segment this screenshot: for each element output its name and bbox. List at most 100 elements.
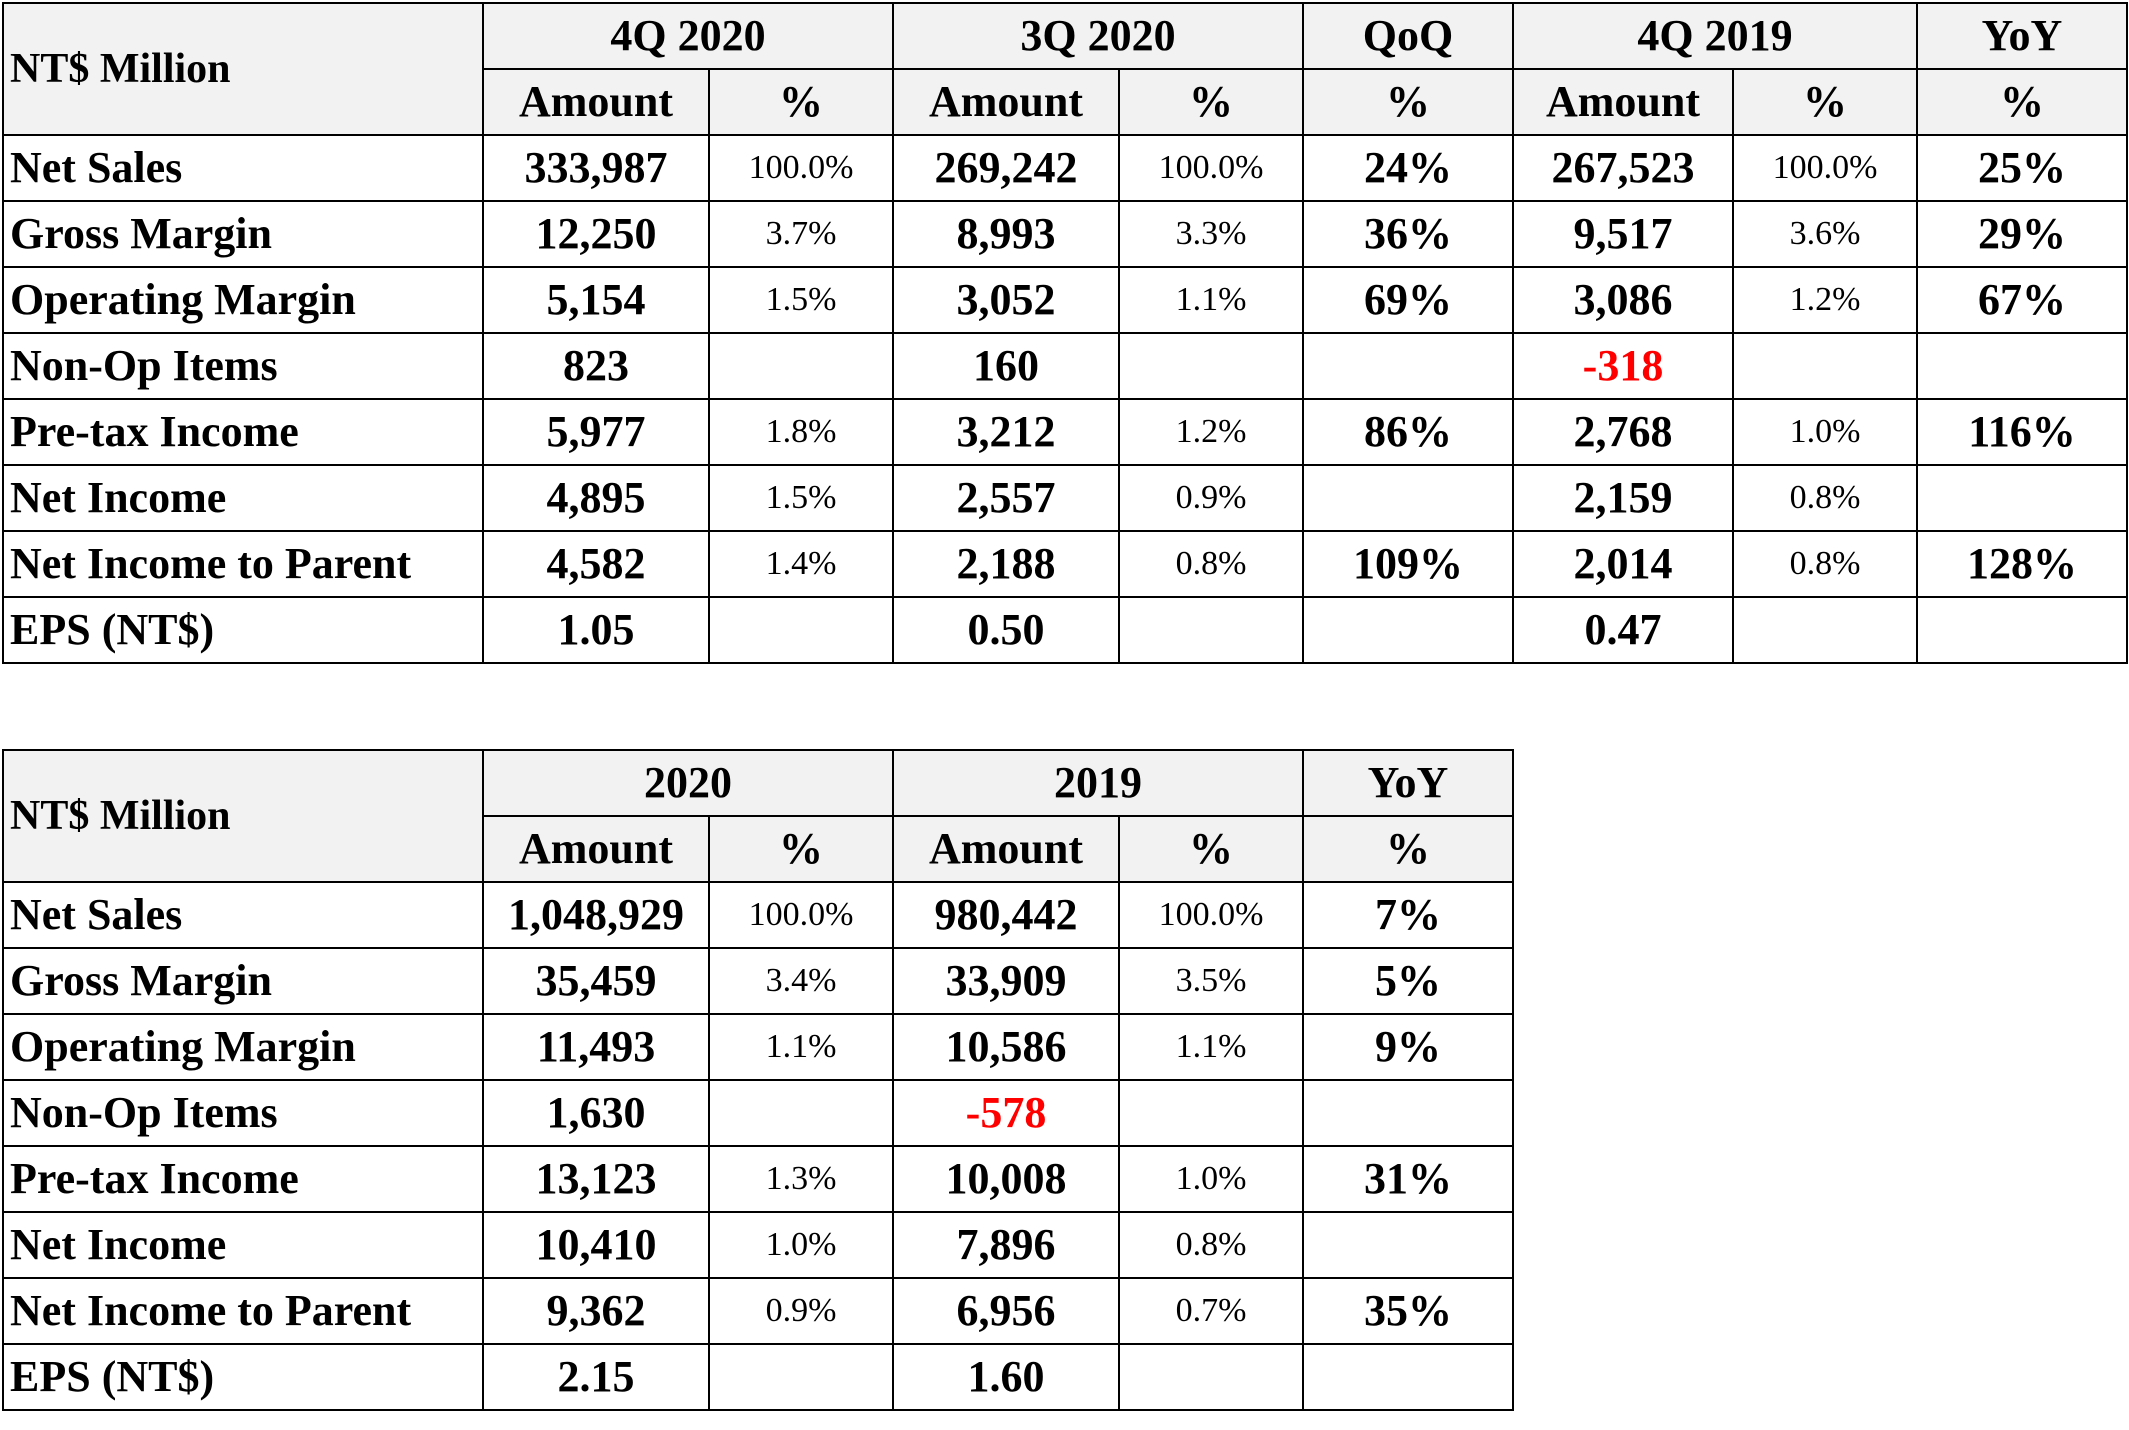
amount-cell: 2,159 — [1512, 464, 1734, 532]
amount-cell: 8,993 — [892, 200, 1120, 268]
percent-cell — [1732, 332, 1918, 400]
percent-cell: 3.6% — [1732, 200, 1918, 268]
amount-cell: 1.60 — [892, 1343, 1120, 1411]
table-row: Net Income 10,410 1.0% 7,896 0.8% — [2, 1211, 1514, 1279]
percent-cell: 0.8% — [1732, 464, 1918, 532]
amount-cell: 9,517 — [1512, 200, 1734, 268]
sub-header-row: Amount % Amount % % Amount % % — [3, 68, 2128, 136]
amount-cell: 5,154 — [482, 266, 710, 334]
group-header-yoy: YoY — [1916, 2, 2128, 70]
sub-header-percent: % — [1732, 68, 1918, 136]
quarterly-income-table: NT$ Million 4Q 2020 3Q 2020 QoQ 4Q 2019 … — [2, 2, 2128, 664]
row-label: Net Sales — [2, 881, 484, 949]
row-label: Net Income — [2, 1211, 484, 1279]
percent-cell: 0.9% — [1118, 464, 1304, 532]
percent-cell: 3.4% — [708, 947, 894, 1015]
group-header-4q2019: 4Q 2019 — [1512, 2, 1918, 70]
sub-header-amount: Amount — [1512, 68, 1734, 136]
amount-cell: 3,052 — [892, 266, 1120, 334]
sub-header-percent: % — [1118, 815, 1304, 883]
percent-cell: 1.1% — [1118, 266, 1304, 334]
amount-cell: 7,896 — [892, 1211, 1120, 1279]
percent-cell: 1.2% — [1732, 266, 1918, 334]
amount-cell: 980,442 — [892, 881, 1120, 949]
percent-cell — [708, 332, 894, 400]
percent-cell — [708, 1343, 894, 1411]
change-cell: 69% — [1302, 266, 1514, 334]
amount-cell: -578 — [892, 1079, 1120, 1147]
percent-cell: 1.3% — [708, 1145, 894, 1213]
table-row: Non-Op Items 1,630 -578 — [2, 1079, 1514, 1147]
percent-cell — [1118, 596, 1304, 664]
change-cell: 29% — [1916, 200, 2128, 268]
amount-cell: 9,362 — [482, 1277, 710, 1345]
row-label: Operating Margin — [2, 266, 484, 334]
table-row: Gross Margin 35,459 3.4% 33,909 3.5% 5% — [2, 947, 1514, 1015]
sub-header-percent: % — [1302, 815, 1514, 883]
change-cell — [1302, 1211, 1514, 1279]
amount-cell: 10,586 — [892, 1013, 1120, 1081]
percent-cell: 1.0% — [1118, 1145, 1304, 1213]
sub-header-amount: Amount — [482, 815, 710, 883]
sub-header-row: Amount % Amount % % — [3, 815, 1514, 883]
percent-cell — [1118, 1343, 1304, 1411]
table-row: Pre-tax Income 13,123 1.3% 10,008 1.0% 31% — [2, 1145, 1514, 1213]
change-cell: 86% — [1302, 398, 1514, 466]
group-header-4q2020: 4Q 2020 — [482, 2, 894, 70]
group-header-row: NT$ Million 4Q 2020 3Q 2020 QoQ 4Q 2019 … — [2, 2, 2128, 136]
row-label: Net Income to Parent — [2, 530, 484, 598]
table-row: Gross Margin 12,250 3.7% 8,993 3.3% 36% 9,517 3… — [2, 200, 2128, 268]
amount-cell: 11,493 — [482, 1013, 710, 1081]
amount-cell: 1.05 — [482, 596, 710, 664]
change-cell: 24% — [1302, 134, 1514, 202]
amount-cell: 160 — [892, 332, 1120, 400]
percent-cell: 0.7% — [1118, 1277, 1304, 1345]
group-header-2020: 2020 — [482, 749, 894, 817]
percent-cell: 3.7% — [708, 200, 894, 268]
change-cell — [1916, 596, 2128, 664]
change-cell — [1916, 332, 2128, 400]
sub-header-amount: Amount — [482, 68, 710, 136]
amount-cell: 3,086 — [1512, 266, 1734, 334]
percent-cell: 1.5% — [708, 266, 894, 334]
percent-cell: 100.0% — [1732, 134, 1918, 202]
group-header-row: NT$ Million 2020 2019 YoY — [2, 749, 1514, 883]
percent-cell: 100.0% — [1118, 134, 1304, 202]
percent-cell: 1.2% — [1118, 398, 1304, 466]
table-row: Net Sales 1,048,929 100.0% 980,442 100.0% 7% — [2, 881, 1514, 949]
percent-cell — [708, 596, 894, 664]
row-label: Gross Margin — [2, 947, 484, 1015]
table-row: EPS (NT$) 2.15 1.60 — [2, 1343, 1514, 1411]
percent-cell: 1.1% — [708, 1013, 894, 1081]
percent-cell: 1.4% — [708, 530, 894, 598]
row-label: Non-Op Items — [2, 1079, 484, 1147]
percent-cell: 0.9% — [708, 1277, 894, 1345]
percent-cell: 100.0% — [708, 134, 894, 202]
row-label: EPS (NT$) — [2, 596, 484, 664]
amount-cell: 10,008 — [892, 1145, 1120, 1213]
percent-cell: 3.5% — [1118, 947, 1304, 1015]
amount-cell: 6,956 — [892, 1277, 1120, 1345]
change-cell — [1916, 464, 2128, 532]
percent-cell: 3.3% — [1118, 200, 1304, 268]
percent-cell: 100.0% — [1118, 881, 1304, 949]
row-label: Net Sales — [2, 134, 484, 202]
amount-cell: 35,459 — [482, 947, 710, 1015]
amount-cell: 2.15 — [482, 1343, 710, 1411]
amount-cell: 269,242 — [892, 134, 1120, 202]
percent-cell — [1118, 1079, 1304, 1147]
row-label: EPS (NT$) — [2, 1343, 484, 1411]
amount-cell: 4,582 — [482, 530, 710, 598]
annual-table-body: Net Sales 1,048,929 100.0% 980,442 100.0% 7% G… — [2, 881, 1514, 1411]
percent-cell — [1732, 596, 1918, 664]
change-cell — [1302, 1079, 1514, 1147]
amount-cell: 267,523 — [1512, 134, 1734, 202]
percent-cell: 0.8% — [1732, 530, 1918, 598]
change-cell: 36% — [1302, 200, 1514, 268]
unit-label: NT$ Million — [2, 749, 484, 883]
sub-header-amount: Amount — [892, 815, 1120, 883]
annual-income-table: NT$ Million 2020 2019 YoY Amount % Amoun… — [2, 749, 1514, 1411]
group-header-yoy: YoY — [1302, 749, 1514, 817]
percent-cell: 1.0% — [1732, 398, 1918, 466]
amount-cell: -318 — [1512, 332, 1734, 400]
